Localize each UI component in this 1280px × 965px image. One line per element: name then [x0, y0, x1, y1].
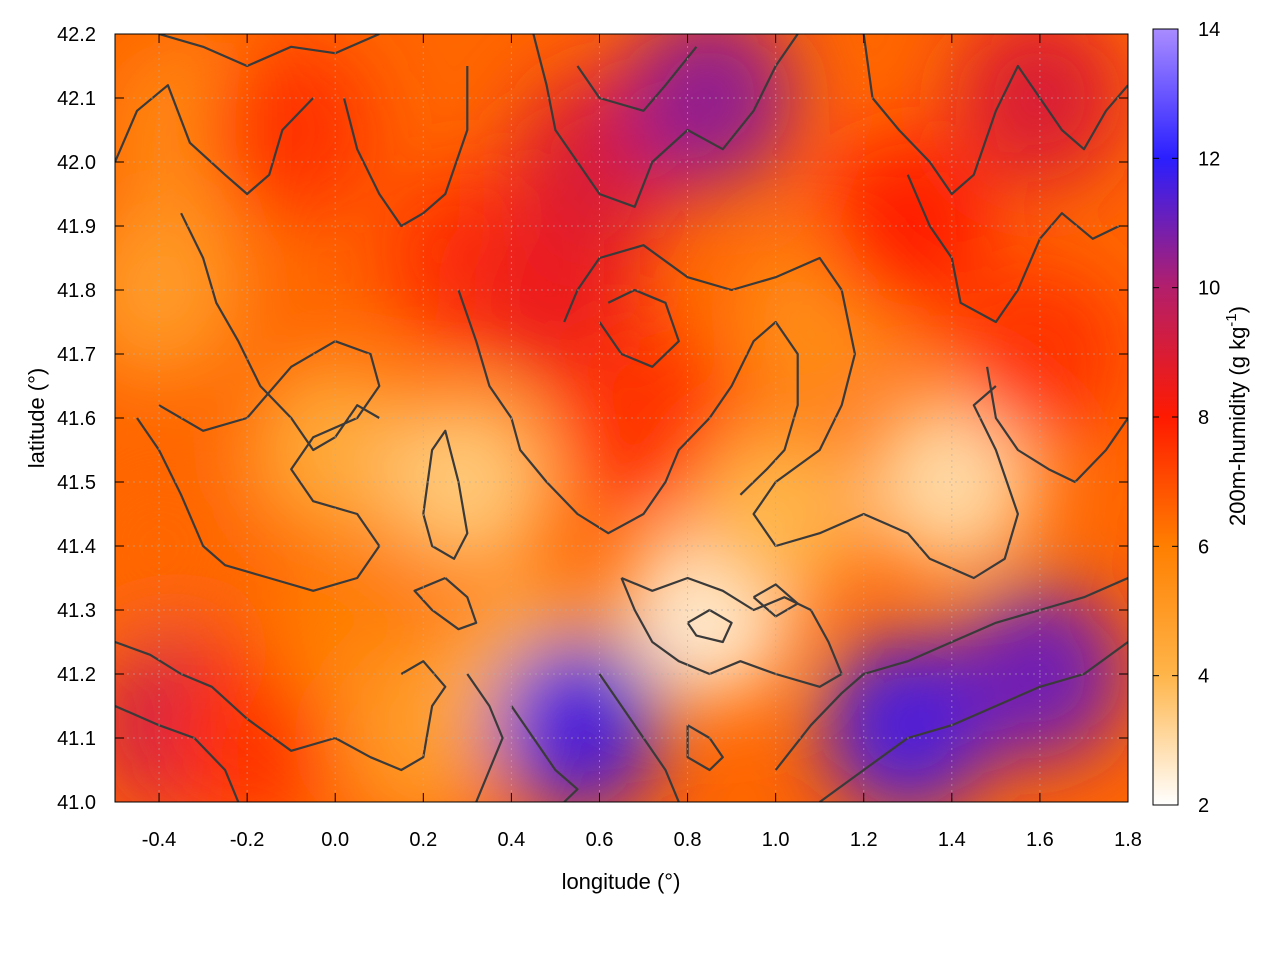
- contour-line-25: [598, 288, 680, 368]
- y-tick-label-2: 41.2: [57, 664, 96, 686]
- contour-line-12: [422, 429, 469, 560]
- colorbar-label: 200m-humidity (g kg-1): [1223, 306, 1250, 526]
- contour-line-21: [774, 576, 1128, 771]
- y-tick-label-8: 41.8: [57, 280, 96, 302]
- y-tick-label-12: 42.2: [57, 24, 96, 46]
- contour-line-6: [457, 289, 799, 535]
- humidity-region-3: [115, 201, 244, 379]
- contour-line-3: [115, 640, 447, 772]
- colorbar-tick-label-2: 6: [1198, 536, 1209, 558]
- contour-line-1: [180, 212, 380, 452]
- x-tick-label-3: 0.2: [409, 829, 437, 851]
- y-tick-label-0: 41.0: [57, 792, 96, 814]
- x-tick-label-6: 0.8: [674, 829, 702, 851]
- x-tick-label-5: 0.6: [586, 829, 614, 851]
- contour-line-19: [752, 583, 799, 618]
- contour-line-10: [906, 174, 1120, 324]
- colorbar-ticks: 2 4 6 8 10 12 14: [1153, 19, 1220, 817]
- x-tick-label-8: 1.2: [850, 829, 878, 851]
- contour-line-20: [686, 724, 724, 772]
- y-tick-label-9: 41.9: [57, 216, 96, 238]
- contour-line-24: [576, 46, 698, 112]
- contour-line-15: [466, 673, 504, 802]
- x-tick-label-7: 1.0: [762, 829, 790, 851]
- colorbar-tick-label-4: 10: [1198, 278, 1220, 300]
- contour-line-9: [862, 34, 1128, 196]
- colorbar-tick-label-0: 2: [1198, 795, 1209, 817]
- x-tick-label-2: 0.0: [321, 829, 349, 851]
- x-tick-label-10: 1.6: [1026, 829, 1054, 851]
- y-tick-label-11: 42.1: [57, 88, 96, 110]
- contour-line-22: [819, 641, 1128, 802]
- y-axis-ticks: 41.0 41.1 41.2 41.3 41.4 41.5 41.6 41.7 41.8 41.9…: [57, 24, 1128, 814]
- y-tick-label-4: 41.4: [57, 536, 96, 558]
- humidity-region-16: [493, 636, 662, 802]
- contour-line-8: [532, 34, 799, 208]
- contour-line-23: [158, 34, 380, 68]
- humidity-region-5: [206, 41, 376, 219]
- contour-line-18: [686, 608, 733, 644]
- x-axis-label: longitude (°): [562, 869, 681, 894]
- contour-line-11: [986, 366, 1128, 484]
- humidity-region-10: [382, 393, 552, 571]
- x-tick-label-9: 1.4: [938, 829, 966, 851]
- contour-line-5: [342, 66, 469, 228]
- humidity-region-21: [867, 393, 1037, 571]
- humidity-region-2: [115, 457, 244, 635]
- x-tick-label-0: -0.4: [142, 829, 176, 851]
- y-tick-label-7: 41.7: [57, 344, 96, 366]
- y-tick-label-10: 42.0: [57, 152, 96, 174]
- contour-line-13: [413, 576, 478, 631]
- contour-line-14: [510, 705, 579, 802]
- contour-line-2: [136, 340, 381, 592]
- colorbar-tick-label-5: 12: [1198, 148, 1220, 170]
- x-axis-ticks: -0.4 -0.2 0.0 0.2 0.4 0.6 0.8 1.0 1.2 1.4 1.6 1.8: [142, 34, 1142, 851]
- humidity-field: [115, 34, 1128, 802]
- x-tick-label-1: -0.2: [230, 829, 264, 851]
- grid-lines: [115, 33, 1129, 803]
- humidity-region-22: [823, 636, 993, 802]
- y-axis-label: latitude (°): [24, 368, 49, 469]
- contour-line-0: [115, 84, 314, 196]
- colorbar-tick-label-1: 4: [1198, 666, 1209, 688]
- x-tick-label-11: 1.8: [1114, 829, 1142, 851]
- colorbar-tick-label-6: 14: [1198, 19, 1220, 41]
- y-tick-label-5: 41.5: [57, 472, 96, 494]
- y-tick-label-6: 41.6: [57, 408, 96, 430]
- x-tick-label-4: 0.4: [497, 829, 525, 851]
- y-tick-label-1: 41.1: [57, 728, 96, 750]
- y-tick-label-3: 41.3: [57, 600, 96, 622]
- colorbar-tick-label-3: 8: [1198, 407, 1209, 429]
- field-blobs: [115, 34, 1125, 802]
